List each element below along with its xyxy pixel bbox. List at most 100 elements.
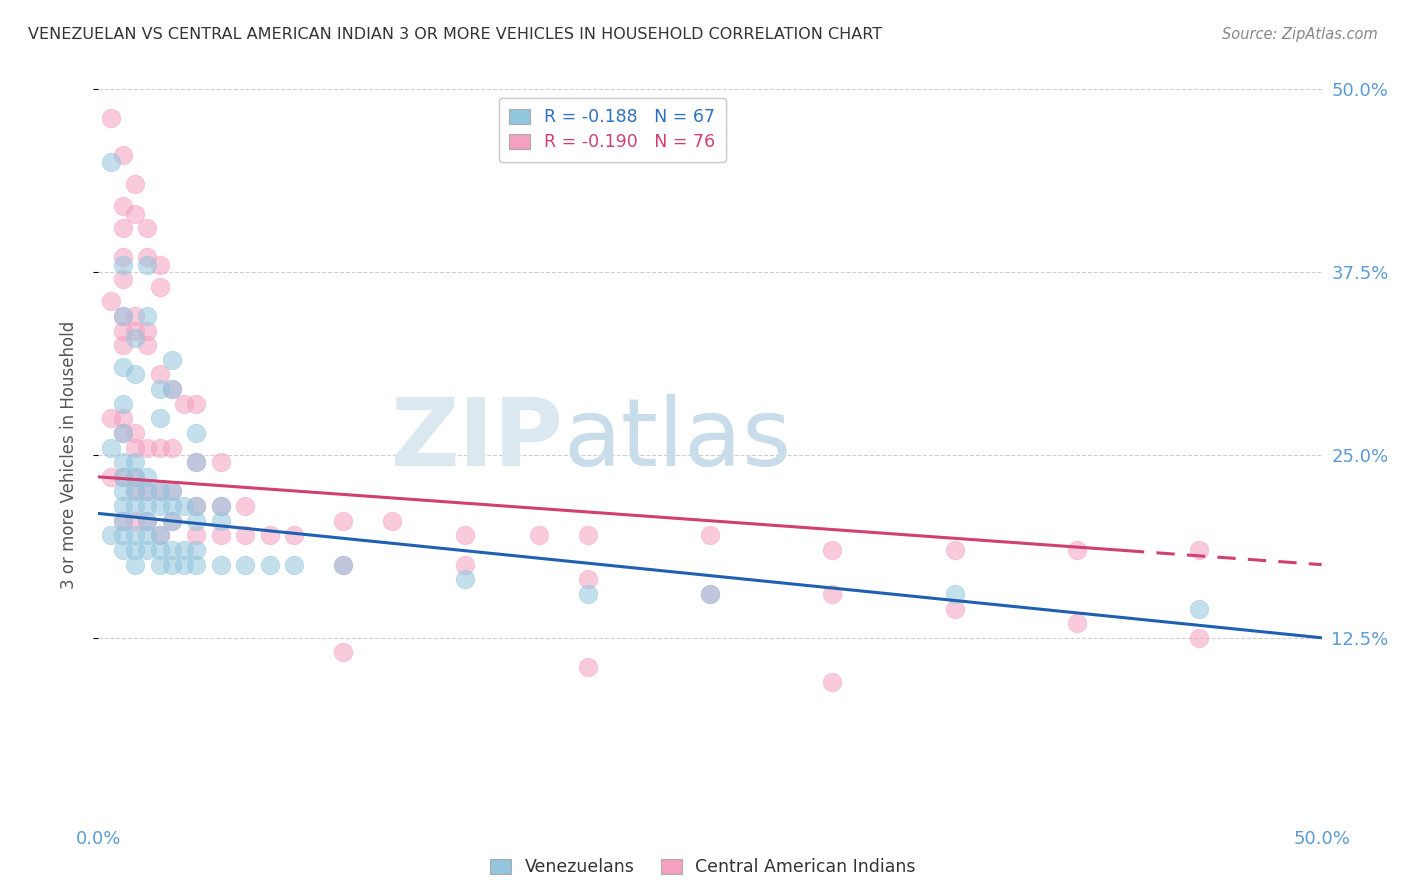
Point — [160, 514, 183, 528]
Point — [160, 382, 183, 396]
Point — [149, 382, 172, 396]
Point — [100, 470, 122, 484]
Point — [136, 499, 159, 513]
Point — [136, 514, 159, 528]
Point — [124, 368, 146, 382]
Point — [111, 309, 134, 323]
Point — [111, 528, 134, 542]
Point — [136, 484, 159, 499]
Point — [124, 528, 146, 542]
Point — [136, 543, 159, 558]
Point — [111, 397, 134, 411]
Point — [160, 543, 183, 558]
Point — [527, 528, 550, 542]
Point — [160, 484, 183, 499]
Y-axis label: 3 or more Vehicles in Household: 3 or more Vehicles in Household — [59, 321, 77, 589]
Point — [149, 484, 172, 499]
Point — [454, 558, 477, 572]
Point — [111, 484, 134, 499]
Point — [124, 309, 146, 323]
Point — [943, 601, 966, 615]
Point — [332, 558, 354, 572]
Point — [124, 425, 146, 440]
Point — [209, 455, 232, 469]
Point — [111, 272, 134, 286]
Point — [136, 221, 159, 235]
Point — [186, 558, 208, 572]
Point — [136, 258, 159, 272]
Point — [283, 558, 305, 572]
Point — [149, 484, 172, 499]
Point — [111, 324, 134, 338]
Point — [381, 514, 404, 528]
Text: ZIP: ZIP — [391, 394, 564, 486]
Point — [699, 587, 721, 601]
Point — [283, 528, 305, 542]
Point — [111, 499, 134, 513]
Point — [160, 514, 183, 528]
Point — [699, 587, 721, 601]
Point — [136, 338, 159, 352]
Point — [160, 352, 183, 367]
Point — [1188, 543, 1211, 558]
Point — [259, 528, 281, 542]
Point — [149, 279, 172, 293]
Point — [173, 558, 195, 572]
Point — [186, 455, 208, 469]
Point — [111, 425, 134, 440]
Point — [186, 499, 208, 513]
Point — [576, 572, 599, 586]
Point — [1188, 631, 1211, 645]
Point — [943, 543, 966, 558]
Point — [332, 514, 354, 528]
Point — [111, 425, 134, 440]
Point — [173, 499, 195, 513]
Point — [186, 499, 208, 513]
Point — [233, 558, 256, 572]
Point — [821, 587, 844, 601]
Point — [149, 368, 172, 382]
Point — [111, 470, 134, 484]
Point — [149, 558, 172, 572]
Point — [124, 470, 146, 484]
Point — [943, 587, 966, 601]
Point — [100, 155, 122, 169]
Point — [149, 441, 172, 455]
Point — [111, 338, 134, 352]
Point — [100, 528, 122, 542]
Point — [111, 148, 134, 162]
Point — [124, 484, 146, 499]
Point — [124, 206, 146, 220]
Point — [1066, 616, 1088, 631]
Point — [111, 309, 134, 323]
Point — [186, 397, 208, 411]
Point — [186, 528, 208, 542]
Point — [209, 528, 232, 542]
Point — [136, 441, 159, 455]
Point — [124, 324, 146, 338]
Point — [136, 484, 159, 499]
Point — [136, 309, 159, 323]
Point — [259, 558, 281, 572]
Point — [173, 543, 195, 558]
Point — [160, 441, 183, 455]
Point — [821, 543, 844, 558]
Point — [124, 455, 146, 469]
Point — [576, 660, 599, 674]
Point — [111, 411, 134, 425]
Text: VENEZUELAN VS CENTRAL AMERICAN INDIAN 3 OR MORE VEHICLES IN HOUSEHOLD CORRELATIO: VENEZUELAN VS CENTRAL AMERICAN INDIAN 3 … — [28, 27, 882, 42]
Point — [332, 645, 354, 659]
Point — [149, 258, 172, 272]
Point — [209, 558, 232, 572]
Point — [186, 543, 208, 558]
Point — [149, 528, 172, 542]
Point — [124, 499, 146, 513]
Point — [111, 470, 134, 484]
Point — [124, 484, 146, 499]
Point — [160, 499, 183, 513]
Point — [454, 528, 477, 542]
Text: atlas: atlas — [564, 394, 792, 486]
Point — [136, 470, 159, 484]
Point — [111, 251, 134, 265]
Point — [576, 528, 599, 542]
